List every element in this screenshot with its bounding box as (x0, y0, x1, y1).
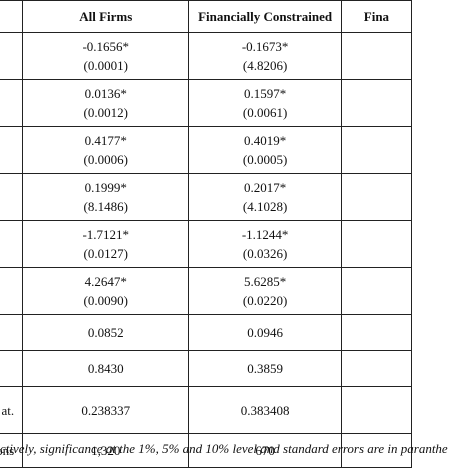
table-row: -1.7121* (0.0127) -1.1244* (0.0326) (0, 220, 413, 268)
constrained-cell: 0.4019* (0.0005) (188, 126, 342, 174)
table-row: ons 1,320 670 (0, 433, 413, 468)
coef: 0.4019* (243, 133, 287, 148)
regression-table: oles All Firms Financially Constrained F… (0, 0, 413, 468)
all-firms-cell: 0.4177* (0.0006) (22, 126, 190, 174)
std-error: (0.0006) (83, 152, 128, 167)
table-footnote: ctively, significance at the 1%, 5% and … (0, 441, 448, 456)
constrained-cell: 0.383408 (188, 386, 342, 434)
table-row: 0.4177* (0.0006) 0.4019* (0.0005) (0, 126, 413, 174)
cut-cell (340, 173, 413, 221)
all-firms-cell: -1.7121* (0.0127) (22, 220, 190, 268)
row-label (0, 126, 24, 174)
constrained-cell: 0.2017* (4.1028) (188, 173, 342, 221)
row-label (0, 32, 24, 80)
cut-cell (340, 350, 413, 387)
std-error: (0.0220) (242, 293, 288, 308)
coef: 0.0136* (84, 86, 127, 101)
header-all-firms: All Firms (22, 0, 190, 33)
row-label (0, 79, 24, 127)
table-row: -0.1656* (0.0001) -0.1673* (4.8206) (0, 32, 413, 80)
coef: 4.2647* (84, 274, 127, 289)
row-label: at. (0, 386, 24, 434)
constrained-cell: 0.3859 (188, 350, 342, 387)
cut-cell (340, 126, 413, 174)
table-row: 0.1999* (8.1486) 0.2017* (4.1028) (0, 173, 413, 221)
table-row: 4.2647* (0.0090) 5.6285* (0.0220) (0, 267, 413, 315)
constrained-cell: -0.1673* (4.8206) (188, 32, 342, 80)
std-error: (0.0061) (242, 105, 288, 120)
std-error: (0.0090) (83, 293, 128, 308)
coef: 0.2017* (243, 180, 287, 195)
all-firms-cell: 0.0852 (22, 314, 190, 351)
std-error: (0.0001) (83, 58, 128, 73)
all-firms-cell: 0.8430 (22, 350, 190, 387)
std-error: (4.8206) (242, 58, 288, 73)
constrained-cell: 5.6285* (0.0220) (188, 267, 342, 315)
row-label (0, 173, 24, 221)
all-firms-cell: 0.0136* (0.0012) (22, 79, 190, 127)
constrained-cell: 0.1597* (0.0061) (188, 79, 342, 127)
coef: 0.4177* (84, 133, 127, 148)
row-label (0, 267, 24, 315)
coef: 5.6285* (243, 274, 287, 289)
constrained-cell: 670 (188, 433, 342, 468)
header-variables: oles (0, 0, 24, 33)
table-row: 0.0852 0.0946 (0, 314, 413, 351)
header-cut-column: Fina (340, 0, 413, 33)
coef: -0.1673* (241, 39, 289, 54)
cut-cell (340, 220, 413, 268)
constrained-cell: 0.0946 (188, 314, 342, 351)
coef: -0.1656* (82, 39, 130, 54)
std-error: (8.1486) (83, 199, 128, 214)
cut-cell (340, 79, 413, 127)
coef: -1.7121* (82, 227, 130, 242)
constrained-cell: -1.1244* (0.0326) (188, 220, 342, 268)
header-row: oles All Firms Financially Constrained F… (0, 0, 413, 33)
cut-cell (340, 433, 413, 468)
table-row: 0.8430 0.3859 (0, 350, 413, 387)
coef: 0.1999* (84, 180, 127, 195)
cut-cell (340, 386, 413, 434)
all-firms-cell: -0.1656* (0.0001) (22, 32, 190, 80)
table-row: at. 0.238337 0.383408 (0, 386, 413, 434)
row-label (0, 314, 24, 351)
header-financially-constrained: Financially Constrained (188, 0, 342, 33)
cut-cell (340, 32, 413, 80)
coef: 0.1597* (243, 86, 287, 101)
std-error: (0.0005) (242, 152, 288, 167)
cut-cell (340, 267, 413, 315)
all-firms-cell: 4.2647* (0.0090) (22, 267, 190, 315)
coef: -1.1244* (241, 227, 289, 242)
all-firms-cell: 1,320 (22, 433, 190, 468)
std-error: (4.1028) (242, 199, 288, 214)
std-error: (0.0127) (83, 246, 128, 261)
std-error: (0.0012) (83, 105, 128, 120)
all-firms-cell: 0.238337 (22, 386, 190, 434)
cut-cell (340, 314, 413, 351)
all-firms-cell: 0.1999* (8.1486) (22, 173, 190, 221)
std-error: (0.0326) (242, 246, 288, 261)
row-label: ons (0, 433, 24, 468)
table-row: 0.0136* (0.0012) 0.1597* (0.0061) (0, 79, 413, 127)
row-label (0, 350, 24, 387)
row-label (0, 220, 24, 268)
